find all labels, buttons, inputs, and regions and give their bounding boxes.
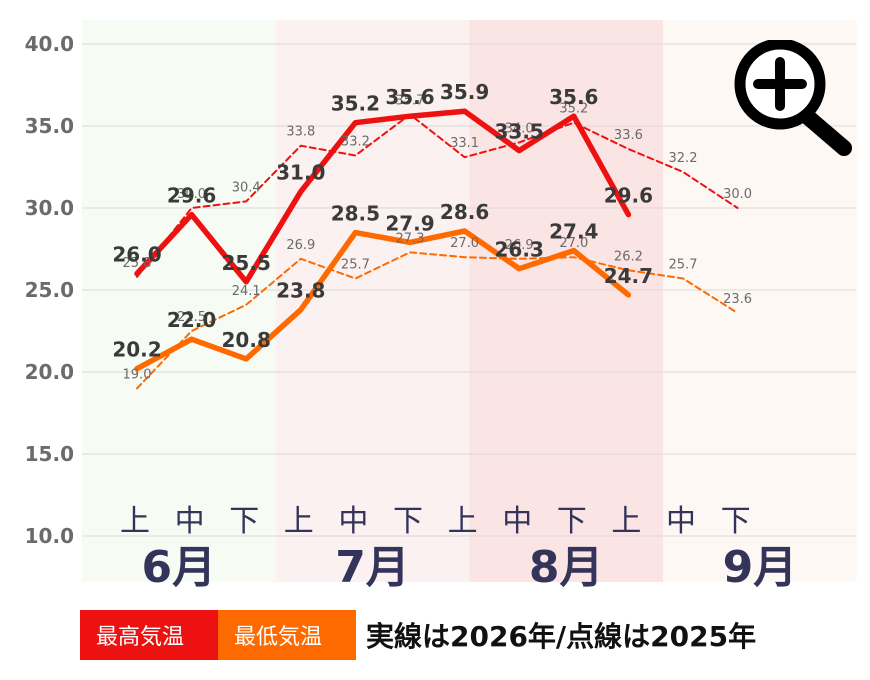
data-label-2026: 31.0 xyxy=(276,161,325,185)
line-2026-min xyxy=(134,228,632,372)
data-label-2026: 29.6 xyxy=(604,184,653,208)
data-label-2026: 28.6 xyxy=(440,200,489,224)
data-label-2026: 35.2 xyxy=(331,92,380,116)
data-label-2026: 27.4 xyxy=(549,220,598,244)
data-label-2025: 26.2 xyxy=(614,249,643,264)
month-label: 9月 xyxy=(723,542,798,593)
data-label-2025: 23.6 xyxy=(723,292,752,307)
data-label-2025: 27.0 xyxy=(450,236,479,251)
data-label-2026: 24.7 xyxy=(604,264,653,288)
x-axis: 6月 7月 8月 9月上中下上中下上中下上中下 xyxy=(120,504,797,593)
data-label-2025: 25.7 xyxy=(341,258,370,273)
y-axis: 10.0 15.0 20.0 25.0 30.0 35.0 40.0 xyxy=(25,32,74,548)
data-label-2025: 33.6 xyxy=(614,128,643,143)
month-band xyxy=(469,20,664,582)
data-label-2025: 25.8 xyxy=(123,256,152,271)
y-tick-label: 30.0 xyxy=(25,196,74,220)
data-label-2025: 27.0 xyxy=(559,236,588,251)
data-label-2026: 27.9 xyxy=(385,211,434,235)
data-label-2025: 33.2 xyxy=(341,135,370,150)
data-label-2026: 33.5 xyxy=(495,120,544,144)
data-label-2026: 25.5 xyxy=(222,251,271,275)
data-label-2025: 32.2 xyxy=(669,151,698,166)
zoom-in-button[interactable] xyxy=(724,38,856,160)
data-labels: 25.8 30.0 30.4 33.8 33.2 35.7 33.1 34.0 35.2 33.6… xyxy=(112,80,752,382)
period-label: 上 xyxy=(120,504,150,539)
y-tick-label: 25.0 xyxy=(25,278,74,302)
data-label-2025: 24.1 xyxy=(232,284,261,299)
data-label-2025: 25.7 xyxy=(669,258,698,273)
period-label: 上 xyxy=(611,504,641,539)
data-label-2025: 27.3 xyxy=(396,231,425,246)
period-label: 中 xyxy=(666,504,696,539)
data-label-2026: 29.6 xyxy=(167,184,216,208)
data-label-2025: 35.7 xyxy=(396,94,425,109)
grid-lines xyxy=(82,43,856,537)
data-label-2026: 22.0 xyxy=(167,308,216,332)
y-tick-label: 15.0 xyxy=(25,442,74,466)
data-label-2025: 33.1 xyxy=(450,136,479,151)
data-label-2025: 30.4 xyxy=(232,180,261,195)
data-label-2025: 22.5 xyxy=(177,310,206,325)
period-label: 上 xyxy=(448,504,478,539)
legend-min-temp: 最低気温 xyxy=(218,610,356,660)
period-label: 中 xyxy=(175,504,205,539)
period-label: 下 xyxy=(393,504,423,539)
data-label-2025: 19.0 xyxy=(123,367,152,382)
data-label-2026: 28.5 xyxy=(331,202,380,226)
y-tick-label: 10.0 xyxy=(25,524,74,548)
month-label: 6月 xyxy=(141,542,216,593)
data-label-2026: 35.6 xyxy=(385,85,434,109)
month-label: 8月 xyxy=(529,542,604,593)
period-label: 上 xyxy=(284,504,314,539)
y-tick-label: 35.0 xyxy=(25,114,74,138)
y-tick-label: 20.0 xyxy=(25,360,74,384)
legend: 最高気温 最低気温 実線は2026年/点線は2025年 xyxy=(80,610,756,660)
legend-note: 実線は2026年/点線は2025年 xyxy=(366,620,757,653)
data-label-2026: 26.0 xyxy=(112,243,161,267)
data-label-2025: 35.2 xyxy=(559,102,588,117)
month-band xyxy=(82,20,276,582)
data-label-2025: 30.0 xyxy=(177,187,206,202)
data-label-2025: 33.8 xyxy=(286,125,315,140)
data-label-2026: 35.9 xyxy=(440,80,489,104)
line-2026-max xyxy=(134,108,632,285)
period-label: 中 xyxy=(502,504,532,539)
series-lines xyxy=(134,108,739,390)
data-label-2025: 30.0 xyxy=(723,187,752,202)
data-label-2025: 26.9 xyxy=(505,238,534,253)
data-label-2026: 35.6 xyxy=(549,85,598,109)
y-tick-label: 40.0 xyxy=(25,32,74,56)
month-label: 7月 xyxy=(335,542,410,593)
data-label-2026: 26.3 xyxy=(495,238,544,262)
data-label-2026: 20.2 xyxy=(112,338,161,362)
data-label-2026: 23.8 xyxy=(276,279,325,303)
legend-max-temp: 最高気温 xyxy=(80,610,218,660)
period-label: 下 xyxy=(557,504,587,539)
data-label-2026: 20.8 xyxy=(222,328,271,352)
period-label: 下 xyxy=(721,504,751,539)
period-label: 中 xyxy=(338,504,368,539)
line-2025-max xyxy=(136,113,739,278)
line-2025-min xyxy=(136,251,739,390)
period-label: 下 xyxy=(229,504,259,539)
data-label-2025: 34.0 xyxy=(505,121,534,136)
zoom-in-icon xyxy=(734,38,852,156)
data-label-2025: 26.9 xyxy=(286,238,315,253)
